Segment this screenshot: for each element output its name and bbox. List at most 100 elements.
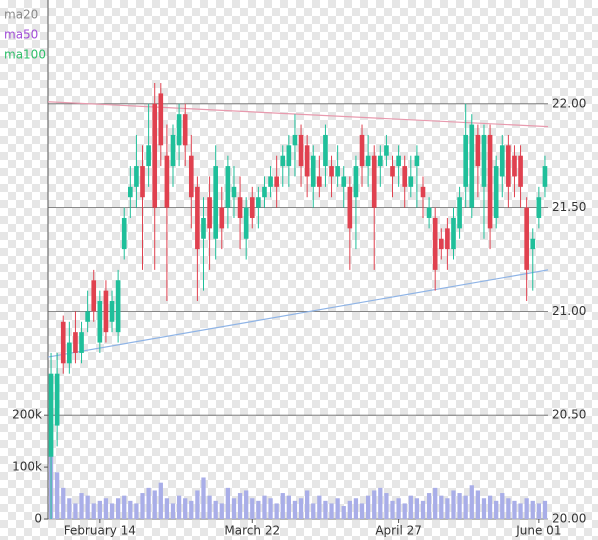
- volume-bar: [164, 498, 170, 519]
- candle-body: [54, 373, 60, 426]
- candle-body: [268, 176, 273, 187]
- candle-body: [73, 332, 78, 353]
- candle-body: [378, 155, 383, 167]
- volume-bar: [268, 498, 273, 519]
- candle-body: [335, 166, 340, 177]
- candle-body: [152, 103, 158, 208]
- volume-bar: [365, 495, 371, 519]
- candle-body: [292, 134, 298, 146]
- candle-body: [48, 373, 54, 457]
- volume-bar: [372, 490, 377, 519]
- volume-bar: [237, 493, 243, 519]
- volume-bar: [195, 490, 200, 519]
- volume-bar: [469, 485, 474, 519]
- trend-line: [47, 269, 549, 358]
- candle-body: [432, 217, 438, 270]
- candle-body: [225, 166, 231, 208]
- volume-bar: [396, 498, 401, 519]
- volume-bar: [250, 498, 255, 519]
- volume-bar: [402, 503, 407, 519]
- volume-bar: [524, 498, 529, 519]
- y2-tick-label: 100k: [12, 460, 42, 474]
- candle-body: [170, 134, 176, 167]
- volume-bar: [244, 490, 249, 519]
- volume-bar: [67, 498, 72, 519]
- volume-bar: [231, 498, 237, 519]
- volume-bar: [91, 503, 96, 519]
- volume-bar: [408, 495, 413, 519]
- volume-bar: [317, 495, 322, 519]
- candle-body: [213, 166, 218, 239]
- candle-body: [207, 197, 212, 229]
- candle-body: [420, 186, 426, 198]
- candle-body: [487, 134, 493, 229]
- candle-body: [341, 176, 347, 187]
- candle-body: [164, 155, 170, 208]
- volume-bar: [305, 490, 310, 519]
- candle-body: [542, 166, 548, 187]
- candle-body: [506, 145, 511, 187]
- volume-bar: [55, 472, 60, 519]
- candle-body: [256, 197, 261, 208]
- volume-bar: [481, 498, 487, 519]
- candle-body: [408, 176, 414, 187]
- candle-body: [524, 207, 529, 270]
- x-tick-label: March 22: [224, 524, 280, 538]
- volume-bar: [207, 495, 212, 519]
- candle-body: [121, 217, 127, 250]
- volume-bar: [134, 503, 139, 519]
- volume-bar: [506, 498, 511, 519]
- candle-body: [426, 207, 432, 218]
- candle-body: [128, 186, 133, 198]
- candle-body: [463, 134, 468, 187]
- volume-bar: [97, 500, 102, 519]
- candle-body: [140, 166, 145, 198]
- y-tick-label: 21.50: [552, 200, 586, 214]
- candle-body: [499, 145, 505, 177]
- candle-body: [457, 197, 462, 229]
- volume-bar: [122, 495, 127, 519]
- legend-entry: ma100: [4, 48, 46, 62]
- y2-tick-label: 0: [34, 512, 42, 526]
- volume-bar: [341, 506, 346, 519]
- candle-body: [518, 155, 523, 187]
- volume-bar: [329, 503, 334, 519]
- x-tick-label: June 01: [515, 524, 561, 538]
- legend-entry: ma20: [4, 8, 38, 22]
- candle-body: [91, 280, 97, 312]
- volume-bar: [140, 493, 145, 519]
- volume-bar: [487, 495, 493, 519]
- candle-body: [317, 176, 322, 187]
- candle-body: [359, 134, 365, 167]
- candle-body: [286, 145, 292, 167]
- volume-bar: [225, 487, 231, 519]
- volume-bar: [536, 503, 541, 519]
- volume-bar: [256, 500, 261, 519]
- candle-body: [146, 145, 151, 167]
- volume-bar: [85, 495, 90, 519]
- legend-entry: ma50: [4, 28, 38, 42]
- volume-bar: [530, 500, 535, 519]
- candle-body: [402, 166, 408, 187]
- y-tick-label: 21.00: [552, 304, 586, 318]
- volume-bar: [103, 498, 109, 519]
- volume-bar: [420, 500, 426, 519]
- volume-bar: [390, 500, 395, 519]
- candle-body: [445, 228, 450, 250]
- volume-bar: [311, 503, 316, 519]
- volume-bar: [286, 495, 291, 519]
- volume-bar: [292, 500, 298, 519]
- candle-body: [304, 145, 310, 177]
- volume-bar: [347, 500, 352, 519]
- volume-bar: [463, 495, 468, 519]
- volume-bar: [73, 503, 78, 519]
- volume-bar: [109, 503, 115, 519]
- candle-body: [530, 238, 536, 250]
- volume-bar: [359, 503, 365, 519]
- volume-bar: [170, 503, 176, 519]
- volume-bar: [512, 500, 517, 519]
- candle-body: [237, 197, 243, 218]
- volume-bar: [335, 498, 340, 519]
- y-tick-label: 20.00: [552, 512, 586, 526]
- volume-bar: [146, 487, 151, 519]
